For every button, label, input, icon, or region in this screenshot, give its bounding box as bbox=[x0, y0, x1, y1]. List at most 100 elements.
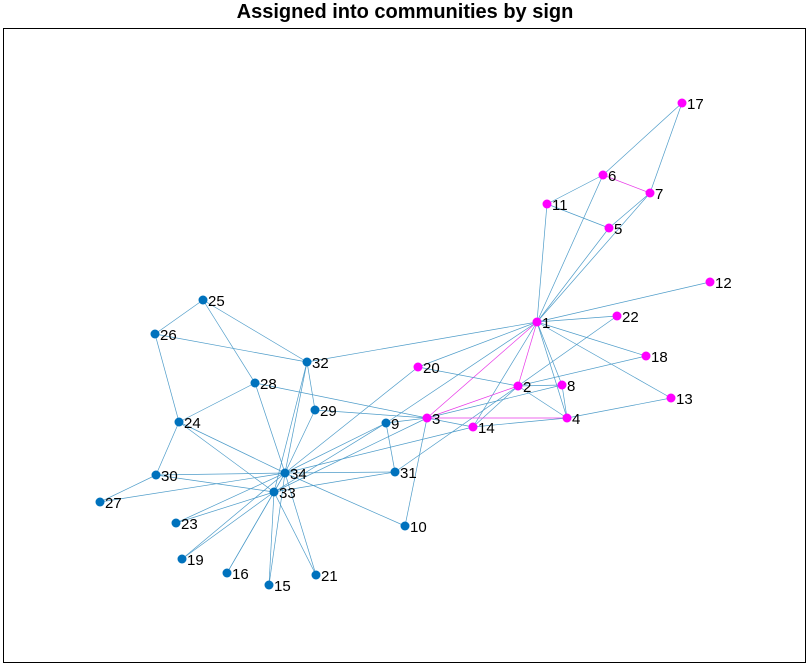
node-32 bbox=[302, 357, 312, 367]
node-6 bbox=[598, 170, 608, 180]
node-25 bbox=[198, 295, 208, 305]
edge-15-33 bbox=[268, 491, 275, 586]
edge-25-28 bbox=[202, 299, 256, 384]
node-label-18: 18 bbox=[651, 349, 668, 366]
node-label-16: 16 bbox=[232, 566, 249, 583]
edge-24-33 bbox=[178, 421, 275, 493]
edge-4-13 bbox=[566, 397, 672, 419]
node-label-20: 20 bbox=[423, 360, 440, 377]
node-34 bbox=[280, 468, 290, 478]
node-label-33: 33 bbox=[279, 485, 296, 502]
node-19 bbox=[177, 554, 187, 564]
edge-9-34 bbox=[284, 422, 387, 474]
nodes-layer bbox=[95, 98, 715, 590]
edge-10-34 bbox=[284, 472, 406, 527]
edge-30-33 bbox=[155, 474, 275, 493]
node-label-19: 19 bbox=[187, 552, 204, 569]
edge-1-4 bbox=[536, 321, 568, 419]
node-26 bbox=[150, 329, 160, 339]
edge-1-7 bbox=[536, 192, 651, 323]
edge-3-10 bbox=[404, 417, 428, 527]
edge-14-34 bbox=[284, 426, 474, 474]
edge-1-22 bbox=[536, 315, 618, 323]
node-label-14: 14 bbox=[478, 420, 495, 437]
node-label-15: 15 bbox=[274, 578, 291, 595]
node-15 bbox=[264, 580, 274, 590]
node-label-29: 29 bbox=[320, 403, 337, 420]
node-21 bbox=[311, 570, 321, 580]
edge-31-33 bbox=[273, 471, 396, 493]
edge-2-8 bbox=[517, 384, 563, 387]
node-11 bbox=[542, 199, 552, 209]
node-label-7: 7 bbox=[655, 186, 663, 203]
edge-29-32 bbox=[306, 361, 316, 411]
edge-6-7 bbox=[602, 174, 651, 194]
node-label-24: 24 bbox=[184, 415, 201, 432]
node-label-6: 6 bbox=[608, 168, 616, 185]
edge-2-22 bbox=[517, 315, 618, 387]
node-31 bbox=[390, 467, 400, 477]
edge-24-30 bbox=[155, 421, 180, 476]
edge-21-33 bbox=[273, 491, 317, 576]
edge-25-32 bbox=[202, 299, 308, 363]
node-10 bbox=[400, 521, 410, 531]
node-label-30: 30 bbox=[161, 468, 178, 485]
edge-7-17 bbox=[649, 102, 683, 194]
edge-20-34 bbox=[284, 366, 419, 474]
node-14 bbox=[468, 422, 478, 432]
edge-28-34 bbox=[254, 382, 286, 474]
node-label-10: 10 bbox=[410, 519, 427, 536]
edge-23-33 bbox=[175, 491, 275, 524]
edge-23-34 bbox=[175, 472, 286, 524]
node-label-25: 25 bbox=[208, 293, 225, 310]
node-27 bbox=[95, 497, 105, 507]
node-2 bbox=[513, 381, 523, 391]
edge-2-31 bbox=[394, 385, 519, 473]
edge-2-18 bbox=[517, 355, 647, 387]
edge-1-13 bbox=[536, 321, 672, 399]
edge-24-26 bbox=[154, 333, 180, 423]
edge-27-30 bbox=[99, 474, 157, 503]
labels-layer: 123 4567891011121314151617181920212223242… bbox=[105, 96, 732, 595]
node-label-23: 23 bbox=[181, 516, 198, 533]
node-33 bbox=[269, 487, 279, 497]
edge-9-33 bbox=[273, 422, 387, 493]
edge-1-32 bbox=[306, 321, 538, 363]
node-12 bbox=[705, 277, 715, 287]
edge-32-34 bbox=[284, 361, 308, 474]
axes-box bbox=[3, 28, 806, 663]
node-label-2: 2 bbox=[523, 379, 531, 396]
edge-25-26 bbox=[154, 299, 204, 335]
node-28 bbox=[250, 378, 260, 388]
node-label-1: 1 bbox=[542, 315, 550, 332]
node-label-34: 34 bbox=[290, 466, 307, 483]
node-label-26: 26 bbox=[160, 327, 177, 344]
node-3 bbox=[422, 413, 432, 423]
edge-26-32 bbox=[154, 333, 308, 363]
node-16 bbox=[222, 568, 232, 578]
edge-2-4 bbox=[517, 385, 568, 419]
node-label-12: 12 bbox=[715, 275, 732, 292]
edge-24-34 bbox=[178, 421, 286, 474]
edge-32-33 bbox=[273, 361, 308, 493]
edge-5-11 bbox=[546, 203, 610, 229]
edge-3-14 bbox=[426, 417, 474, 428]
node-1 bbox=[532, 317, 542, 327]
edge-1-3 bbox=[426, 321, 538, 419]
node-label-27: 27 bbox=[105, 495, 122, 512]
node-label-22: 22 bbox=[622, 309, 639, 326]
edge-19-33 bbox=[181, 491, 275, 560]
node-24 bbox=[174, 417, 184, 427]
node-13 bbox=[666, 393, 676, 403]
node-23 bbox=[171, 518, 181, 528]
node-18 bbox=[641, 351, 651, 361]
edge-21-34 bbox=[284, 472, 317, 576]
edge-1-5 bbox=[536, 227, 610, 323]
edge-1-6 bbox=[536, 174, 604, 323]
edge-1-18 bbox=[536, 321, 647, 357]
node-label-21: 21 bbox=[321, 568, 338, 585]
node-label-28: 28 bbox=[260, 376, 277, 393]
edge-27-34 bbox=[99, 472, 286, 503]
edges-layer bbox=[99, 102, 711, 586]
node-label-17: 17 bbox=[687, 96, 704, 113]
